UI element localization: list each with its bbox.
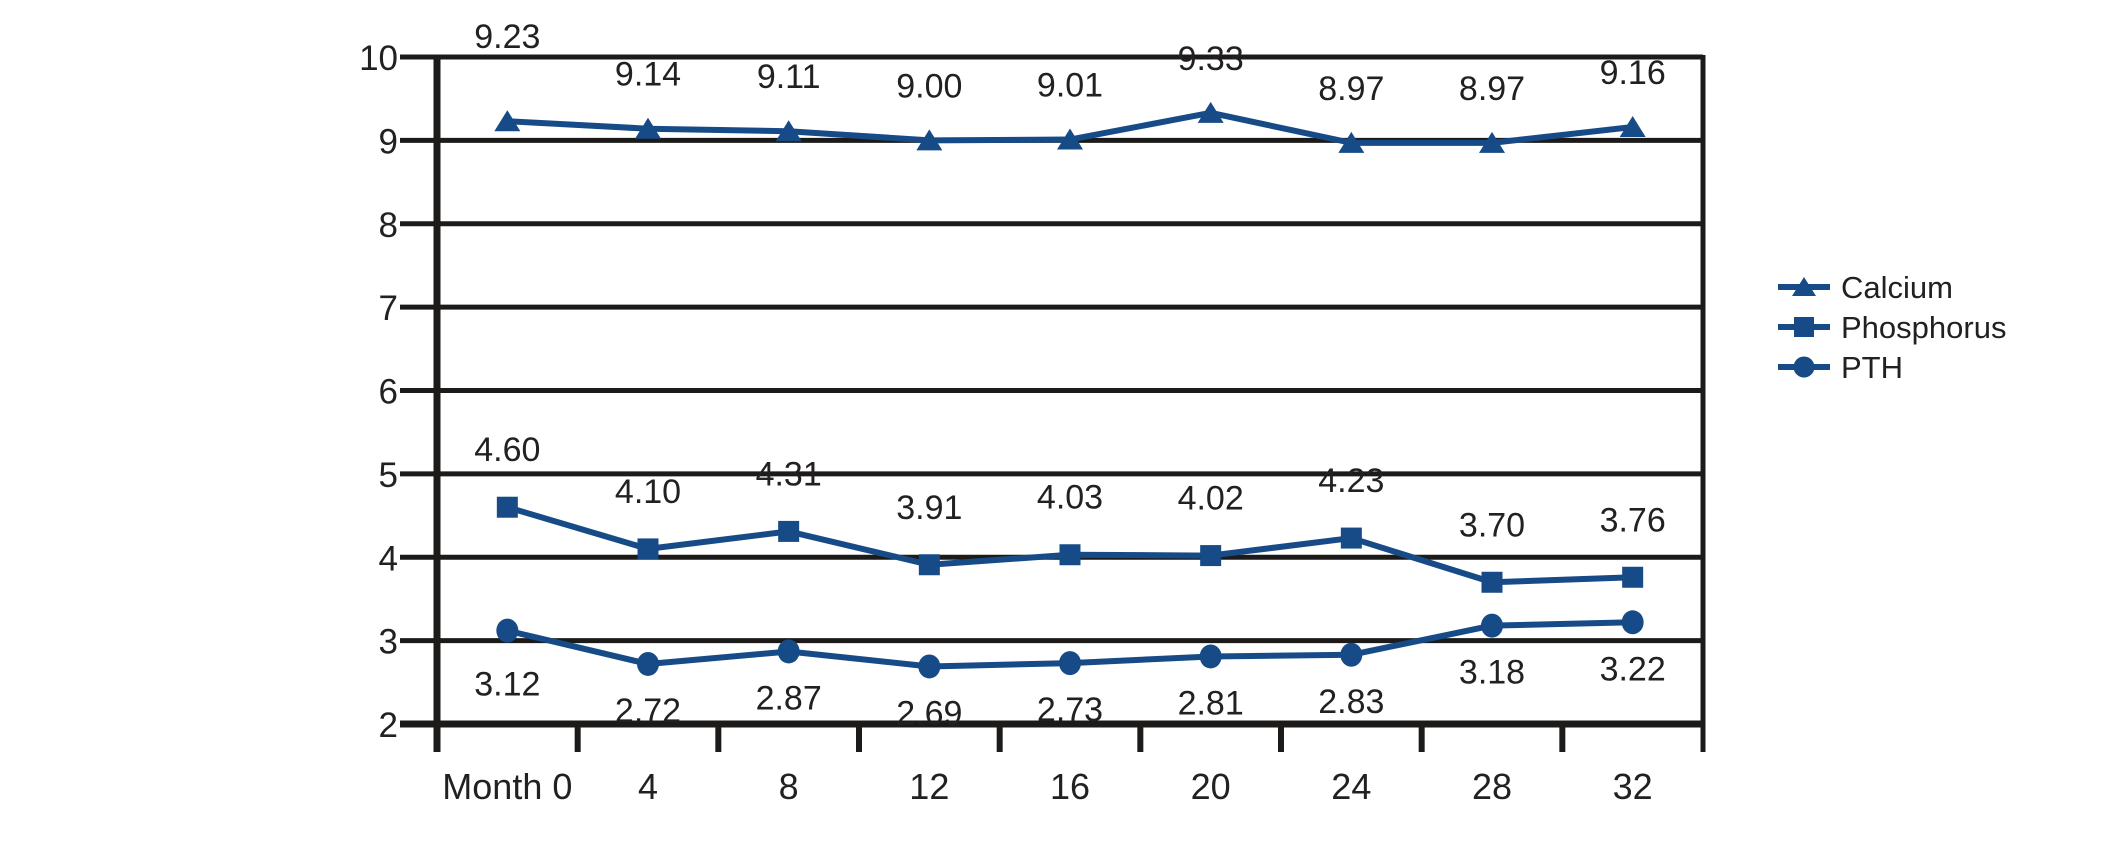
data-label: 8.97 — [1318, 70, 1384, 108]
marker-circle — [496, 618, 519, 643]
marker-triangle — [1619, 116, 1646, 138]
x-tick-label: 8 — [779, 766, 799, 807]
marker-circle — [1621, 610, 1644, 635]
data-label: 9.01 — [1037, 67, 1103, 105]
x-tick-label: Month 0 — [442, 766, 572, 807]
marker-circle — [1481, 613, 1503, 638]
data-label: 3.70 — [1459, 506, 1525, 544]
legend-label-calcium: Calcium — [1841, 269, 1953, 305]
x-tick-label: 12 — [909, 766, 949, 807]
marker-square — [1340, 527, 1362, 549]
marker-square — [918, 554, 940, 576]
marker-square — [1481, 571, 1503, 593]
legend-item-phosphorus: Phosphorus — [1778, 307, 2006, 347]
marker-circle — [918, 654, 941, 679]
marker-circle — [1199, 644, 1222, 669]
data-label: 3.12 — [474, 666, 540, 704]
y-tick-label: 10 — [359, 39, 398, 78]
marker-circle — [1059, 651, 1081, 676]
marker-triangle — [1338, 131, 1365, 153]
marker-triangle — [916, 129, 943, 151]
data-label: 2.69 — [896, 694, 962, 732]
marker-square — [1622, 566, 1644, 588]
data-label: 3.91 — [896, 489, 962, 527]
data-label: 9.33 — [1178, 40, 1244, 78]
x-tick-label: 24 — [1331, 766, 1371, 807]
y-tick-label: 5 — [379, 456, 398, 495]
y-tick-label: 6 — [379, 373, 398, 412]
data-label: 2.87 — [756, 679, 822, 717]
data-label: 9.23 — [474, 18, 540, 56]
y-tick-label: 3 — [379, 623, 398, 662]
y-tick-label: 7 — [379, 289, 398, 328]
phosphorus-square-icon — [1778, 317, 1830, 337]
x-tick-label: 4 — [638, 766, 658, 807]
data-label: 8.97 — [1459, 70, 1525, 108]
x-tick-label: 20 — [1191, 766, 1231, 807]
marker-square — [1059, 544, 1081, 566]
marker-circle — [1340, 642, 1363, 667]
data-label: 9.11 — [757, 58, 821, 96]
data-label: 4.60 — [474, 431, 540, 469]
data-label: 9.16 — [1600, 54, 1666, 92]
data-label: 2.73 — [1037, 691, 1103, 729]
y-tick-label: 4 — [379, 539, 398, 578]
marker-square — [637, 538, 659, 560]
data-label: 3.22 — [1600, 650, 1666, 688]
marker-triangle — [1057, 128, 1083, 150]
y-tick-label: 2 — [379, 706, 398, 745]
y-tick-label: 8 — [379, 206, 398, 245]
data-label: 9.00 — [896, 67, 962, 105]
data-label: 3.18 — [1459, 654, 1525, 692]
marker-square — [778, 520, 800, 542]
data-label: 9.14 — [615, 56, 681, 94]
marker-triangle — [635, 117, 661, 139]
marker-circle — [637, 651, 659, 676]
legend-item-pth: PTH — [1778, 347, 2006, 387]
marker-triangle — [1479, 131, 1505, 153]
x-tick-label: 28 — [1472, 766, 1512, 807]
marker-triangle — [494, 110, 521, 132]
legend-item-calcium: Calcium — [1778, 267, 2006, 307]
data-label: 2.83 — [1318, 683, 1384, 721]
pth-circle-icon — [1778, 356, 1830, 378]
x-tick-label: 16 — [1050, 766, 1090, 807]
y-tick-label: 9 — [379, 122, 398, 161]
x-tick-label: 32 — [1613, 766, 1653, 807]
legend-label-phosphorus: Phosphorus — [1841, 309, 2007, 345]
data-label: 4.10 — [615, 473, 681, 511]
marker-triangle — [775, 120, 802, 142]
legend-label-pth: PTH — [1841, 349, 1903, 385]
data-label: 4.31 — [756, 455, 822, 493]
data-label: 2.72 — [615, 692, 681, 730]
legend: Calcium Phosphorus PTH — [1778, 267, 2006, 387]
calcium-triangle-icon — [1778, 277, 1830, 296]
data-label: 3.76 — [1600, 501, 1666, 539]
data-label: 4.03 — [1037, 479, 1103, 517]
marker-triangle — [1197, 101, 1224, 123]
marker-circle — [777, 639, 800, 664]
marker-square — [496, 496, 518, 518]
data-label: 2.81 — [1178, 684, 1244, 722]
marker-square — [1200, 545, 1222, 567]
data-label: 4.23 — [1318, 462, 1384, 500]
data-label: 4.02 — [1178, 480, 1244, 518]
